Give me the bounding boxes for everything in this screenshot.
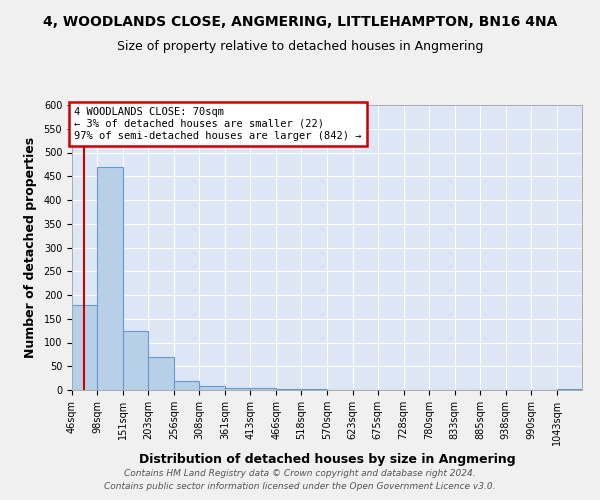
Text: Size of property relative to detached houses in Angmering: Size of property relative to detached ho… (117, 40, 483, 53)
Bar (250, 388, 276, 390)
X-axis label: Distribution of detached houses by size in Angmering: Distribution of detached houses by size … (139, 454, 515, 466)
Text: Contains HM Land Registry data © Crown copyright and database right 2024.: Contains HM Land Registry data © Crown c… (124, 468, 476, 477)
Bar (276, 389, 301, 390)
Bar (557, 388, 582, 390)
Bar (148, 357, 174, 390)
Text: 4 WOODLANDS CLOSE: 70sqm
← 3% of detached houses are smaller (22)
97% of semi-de: 4 WOODLANDS CLOSE: 70sqm ← 3% of detache… (74, 108, 362, 140)
Bar (72, 304, 97, 390)
Text: 4, WOODLANDS CLOSE, ANGMERING, LITTLEHAMPTON, BN16 4NA: 4, WOODLANDS CLOSE, ANGMERING, LITTLEHAM… (43, 15, 557, 29)
Bar (123, 330, 148, 390)
Bar (97, 167, 123, 390)
Bar (225, 388, 250, 390)
Text: Contains public sector information licensed under the Open Government Licence v3: Contains public sector information licen… (104, 482, 496, 491)
Bar (199, 386, 225, 390)
Y-axis label: Number of detached properties: Number of detached properties (24, 137, 37, 358)
Bar (174, 380, 199, 390)
Bar (301, 389, 327, 390)
